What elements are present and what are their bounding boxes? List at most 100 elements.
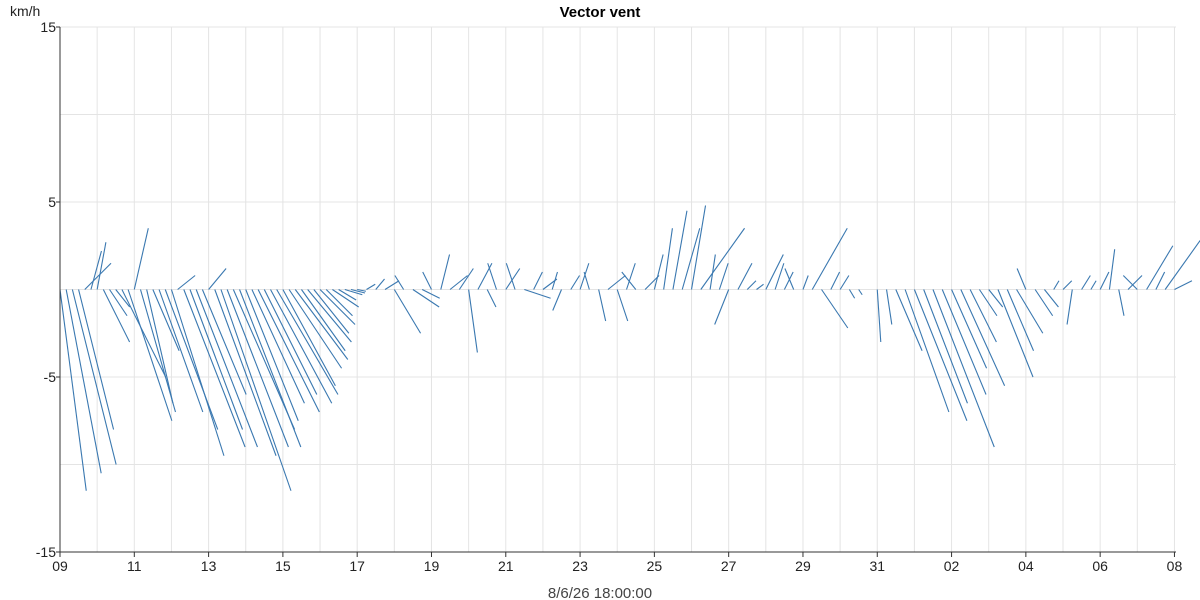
x-tick-label: 27 bbox=[721, 558, 737, 574]
wind-vector bbox=[458, 268, 474, 290]
wind-vector bbox=[183, 289, 246, 448]
wind-vector bbox=[276, 289, 339, 395]
x-tick-label: 19 bbox=[424, 558, 440, 574]
wind-vector bbox=[681, 228, 701, 290]
wind-vector bbox=[440, 254, 451, 290]
wind-vector bbox=[783, 271, 794, 290]
wind-vector bbox=[1016, 289, 1044, 334]
wind-vector bbox=[71, 289, 117, 465]
wind-vector bbox=[1044, 289, 1059, 308]
wind-vector bbox=[839, 275, 850, 290]
footer-timestamp: 8/6/26 18:00:00 bbox=[548, 585, 652, 600]
wind-vector bbox=[1034, 289, 1054, 317]
wind-vector bbox=[393, 289, 422, 334]
wind-vector bbox=[913, 289, 968, 421]
wind-vector bbox=[96, 242, 107, 290]
wind-vector bbox=[1081, 275, 1091, 290]
wind-vector bbox=[257, 289, 320, 413]
wind-vector bbox=[700, 227, 746, 290]
wind-vector bbox=[978, 289, 998, 317]
wind-vector bbox=[774, 263, 785, 290]
wind-vector bbox=[524, 288, 551, 299]
wind-vector bbox=[621, 271, 637, 290]
wind-vector bbox=[969, 289, 997, 343]
wind-vector bbox=[858, 289, 863, 296]
y-tick-label: -15 bbox=[36, 544, 56, 560]
wind-vector bbox=[78, 289, 115, 430]
wind-vector bbox=[951, 289, 988, 369]
wind-vector bbox=[170, 289, 225, 456]
wind-vector bbox=[251, 289, 305, 404]
wind-vector bbox=[384, 280, 400, 290]
wind-vector bbox=[784, 268, 795, 290]
wind-vector bbox=[338, 289, 357, 301]
wind-vector bbox=[270, 289, 333, 404]
wind-vector bbox=[375, 278, 385, 290]
wind-vector bbox=[109, 289, 128, 317]
wind-vector bbox=[226, 289, 289, 448]
wind-vector bbox=[886, 289, 893, 325]
wind-vector bbox=[146, 289, 174, 404]
wind-vector bbox=[746, 280, 757, 290]
wind-vector bbox=[625, 263, 636, 290]
wind-vector bbox=[997, 289, 1034, 378]
wind-vector bbox=[895, 289, 923, 351]
wind-vector bbox=[245, 289, 299, 421]
wind-vector bbox=[960, 289, 1006, 386]
wind-vector bbox=[90, 250, 102, 290]
wind-vector bbox=[332, 289, 359, 308]
wind-vector bbox=[263, 289, 318, 395]
x-tick-label: 25 bbox=[647, 558, 663, 574]
wind-vector bbox=[690, 205, 707, 290]
wind-vector bbox=[709, 254, 716, 290]
y-tick-label: 15 bbox=[40, 19, 56, 35]
wind-vector bbox=[220, 289, 292, 491]
wind-vector bbox=[477, 262, 493, 290]
wind-vector bbox=[313, 289, 350, 334]
x-tick-label: 09 bbox=[52, 558, 68, 574]
wind-vector bbox=[121, 289, 167, 378]
wind-vector bbox=[1016, 268, 1027, 290]
wind-vector bbox=[139, 289, 177, 413]
wind-vector bbox=[932, 289, 995, 448]
wind-vector bbox=[923, 289, 968, 404]
x-tick-label: 02 bbox=[944, 558, 960, 574]
wind-vector bbox=[214, 289, 277, 456]
wind-vector bbox=[239, 289, 302, 448]
wind-vector bbox=[1164, 240, 1200, 290]
wind-vector bbox=[904, 289, 950, 413]
wind-vector bbox=[449, 275, 468, 290]
wind-vector bbox=[1062, 280, 1073, 290]
y-tick-label: -5 bbox=[44, 369, 57, 385]
wind-vector bbox=[59, 289, 87, 491]
wind-vector bbox=[607, 275, 626, 290]
wind-vector bbox=[941, 289, 987, 395]
wind-vector bbox=[1146, 245, 1174, 290]
wind-vector bbox=[344, 288, 363, 296]
wind-vector bbox=[301, 289, 346, 352]
wind-vector bbox=[294, 289, 349, 360]
wind-vector bbox=[653, 254, 664, 290]
x-tick-label: 06 bbox=[1092, 558, 1108, 574]
wind-vector bbox=[765, 254, 784, 290]
wind-vector bbox=[1090, 280, 1097, 290]
wind-vector bbox=[988, 289, 1004, 308]
wind-vector bbox=[876, 289, 882, 343]
wind-vector bbox=[756, 283, 764, 290]
x-tick-label: 31 bbox=[869, 558, 885, 574]
y-axis-unit: km/h bbox=[10, 3, 40, 19]
wind-vector bbox=[65, 289, 102, 474]
x-tick-label: 17 bbox=[349, 558, 365, 574]
wind-vector bbox=[570, 275, 581, 290]
wind-vector bbox=[830, 271, 841, 290]
wind-vector bbox=[551, 271, 558, 290]
wind-vector bbox=[1006, 289, 1035, 351]
wind-vector bbox=[177, 275, 196, 290]
wind-vector bbox=[663, 228, 673, 290]
wind-vector bbox=[1118, 289, 1125, 316]
x-tick-label: 15 bbox=[275, 558, 291, 574]
wind-vector bbox=[325, 289, 353, 317]
wind-vector bbox=[195, 289, 258, 448]
